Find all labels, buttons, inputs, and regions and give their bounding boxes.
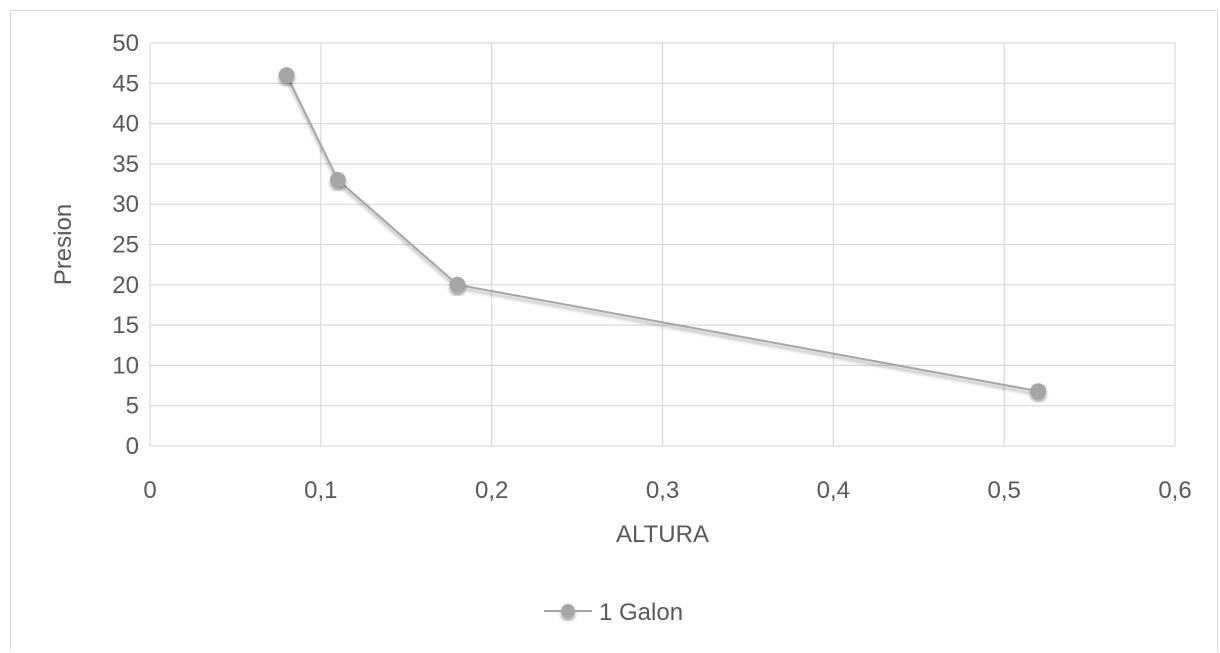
y-tick-label: 45 (112, 70, 139, 97)
y-tick-label: 35 (112, 151, 139, 178)
data-point (329, 172, 346, 189)
chart-area: 0 5 10 15 20 25 30 35 40 45 50 0 0,1 0,2 0,3 0,4 0,5 0,6 … (10, 10, 1218, 650)
data-point (449, 276, 466, 293)
y-tick-label: 0 (126, 433, 139, 460)
y-tick-label: 40 (112, 111, 139, 138)
y-tick-label: 30 (112, 191, 139, 218)
legend: 1 Galon (544, 599, 683, 626)
legend-marker-swatch (561, 604, 575, 618)
x-tick-label: 0,5 (987, 477, 1020, 504)
y-tick-label: 20 (112, 272, 139, 299)
y-tick-label: 25 (112, 232, 139, 259)
data-point (1030, 383, 1047, 400)
y-tick-label: 5 (126, 393, 139, 420)
y-tick-label: 50 (112, 30, 139, 57)
y-axis-title: Presion (50, 204, 77, 285)
x-axis-title: ALTURA (616, 521, 709, 548)
axes: 0 5 10 15 20 25 30 35 40 45 50 0 0,1 0,2 0,3 0,4 0,5 0,6 (112, 30, 1191, 504)
series-line (285, 74, 1039, 393)
y-tick-label: 15 (112, 312, 139, 339)
gridlines (149, 42, 1176, 447)
legend-label: 1 Galon (599, 599, 683, 626)
x-tick-label: 0,1 (304, 477, 337, 504)
x-tick-label: 0,2 (475, 477, 508, 504)
x-tick-label: 0,4 (817, 477, 850, 504)
y-tick-label: 10 (112, 352, 139, 379)
x-tick-label: 0,6 (1158, 477, 1191, 504)
data-point (278, 67, 295, 84)
x-tick-label: 0 (143, 477, 156, 504)
x-tick-label: 0,3 (646, 477, 679, 504)
series-layer (278, 67, 1047, 400)
